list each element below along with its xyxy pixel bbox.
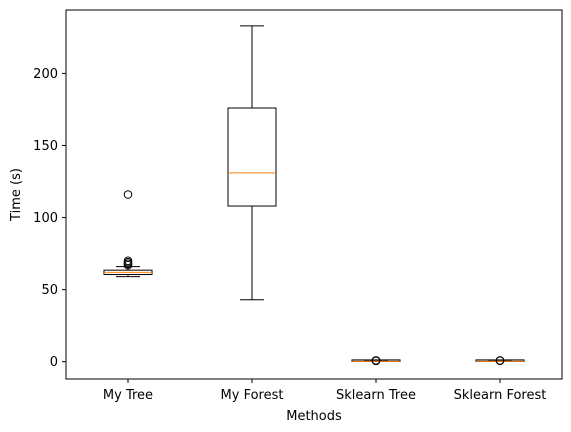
x-tick-label: My Forest (221, 388, 284, 403)
box-2 (351, 356, 401, 366)
outlier-point (123, 190, 133, 199)
x-tick-label: My Tree (103, 388, 153, 403)
x-axis: My Tree My Forest Sklearn Tree Sklearn Fore… (103, 379, 546, 403)
y-tick-label: 150 (33, 139, 58, 154)
y-tick-label: 0 (50, 355, 58, 370)
box-3 (475, 356, 525, 365)
x-axis-label: Methods (286, 409, 342, 424)
x-tick-label: Sklearn Forest (454, 388, 547, 403)
box-0 (103, 190, 153, 278)
plot-area (65, 9, 563, 380)
y-tick-label: 100 (33, 211, 58, 226)
y-tick-label: 50 (41, 283, 58, 298)
boxes-group (103, 25, 525, 366)
outlier-point (123, 260, 133, 270)
outlier-point (495, 356, 505, 365)
x-tick-label: Sklearn Tree (336, 388, 416, 403)
box-iqr (227, 107, 277, 207)
y-axis: 0 50 100 150 200 (33, 67, 66, 370)
y-tick-label: 200 (33, 67, 58, 82)
outlier-point (371, 356, 381, 365)
y-axis-label: Time (s) (9, 168, 24, 222)
box-1 (227, 25, 277, 301)
